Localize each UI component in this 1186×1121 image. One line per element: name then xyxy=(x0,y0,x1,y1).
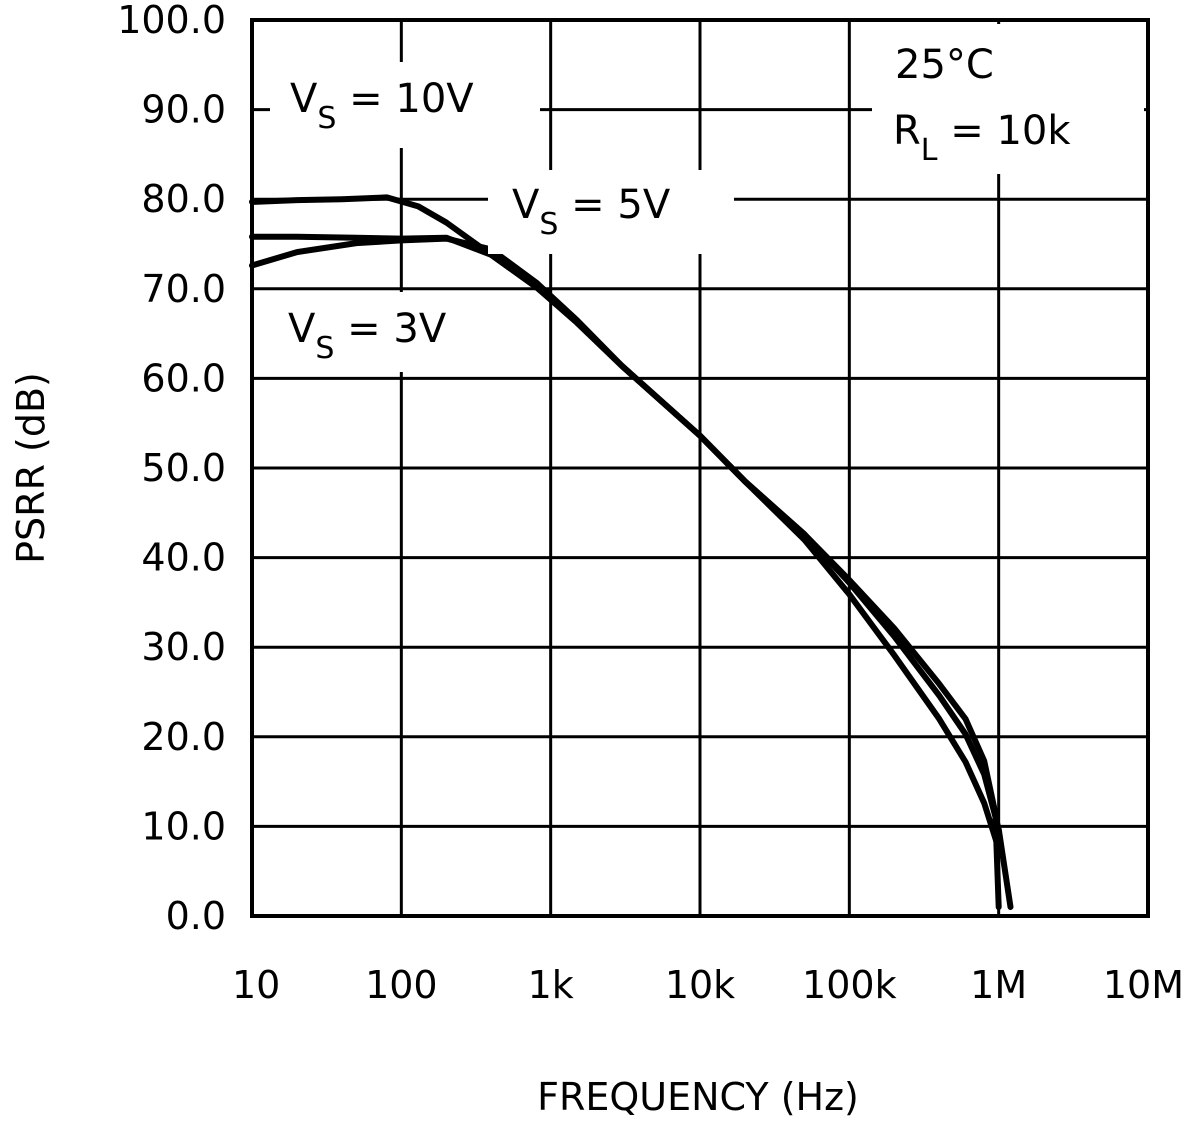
y-tick-label: 50.0 xyxy=(141,446,226,490)
vs-10v-label: VS = 10V xyxy=(290,76,474,136)
y-tick-label: 100.0 xyxy=(117,0,226,42)
x-tick-label: 1k xyxy=(528,963,574,1007)
psrr-curve-3 xyxy=(249,235,1002,910)
vs-5v-label: VS = 5V xyxy=(512,182,671,242)
x-tick-label: 100 xyxy=(365,963,438,1007)
y-axis-label: PSRR (dB) xyxy=(9,372,53,564)
y-tick-label: 80.0 xyxy=(141,177,226,221)
y-tick-label: 0.0 xyxy=(166,894,226,938)
y-tick-label: 70.0 xyxy=(141,267,226,311)
x-tick-label: 10 xyxy=(232,963,280,1007)
x-tick-label: 10M xyxy=(1103,963,1184,1007)
y-tick-label: 60.0 xyxy=(141,356,226,400)
x-tick-label: 10k xyxy=(665,963,735,1007)
y-tick-label: 40.0 xyxy=(141,536,226,580)
y-tick-label: 90.0 xyxy=(141,88,226,132)
x-tick-label: 100k xyxy=(802,963,897,1007)
y-tick-label: 10.0 xyxy=(141,804,226,848)
temperature-label: 25°C xyxy=(895,42,994,88)
rl-label: RL = 10k xyxy=(893,108,1071,168)
label-backgrounds xyxy=(268,24,1144,372)
x-axis-label: FREQUENCY (Hz) xyxy=(537,1075,859,1119)
y-tick-label: 20.0 xyxy=(141,715,226,759)
plot-frame xyxy=(250,18,1150,918)
vs-3v-label: VS = 3V xyxy=(288,306,447,366)
x-tick-label: 1M xyxy=(970,963,1027,1007)
y-tick-labels: 0.0 10.0 20.0 30.0 40.0 50.0 60.0 70.0 80.0 90.0 1… xyxy=(117,0,226,938)
x-tick-labels: 10 100 1k 10k 100k 1M 10M xyxy=(232,963,1184,1007)
psrr-curves xyxy=(249,194,1014,910)
y-tick-label: 30.0 xyxy=(141,625,226,669)
